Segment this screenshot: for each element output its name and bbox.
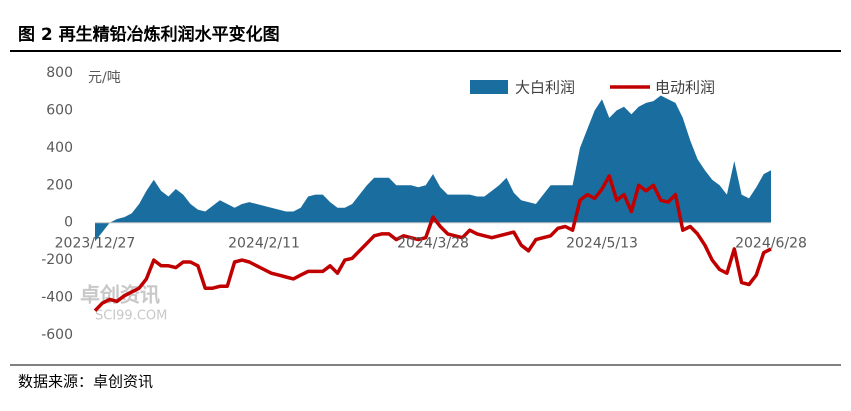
x-tick-label: 2024/2/11	[228, 236, 300, 252]
y-tick-label: -400	[41, 290, 73, 306]
x-tick-label: 2023/12/27	[55, 236, 136, 252]
watermark-site: SCI99.COM	[95, 309, 167, 324]
x-tick-label: 2024/6/28	[735, 236, 807, 252]
y-tick-label: 200	[46, 177, 73, 193]
line	[93, 174, 772, 312]
watermark: 卓创资讯	[80, 283, 160, 307]
page-title: 图 2 再生精铅冶炼利润水平变化图	[18, 24, 280, 45]
y-tick-label: 0	[64, 215, 73, 231]
y-tick-label: 600	[46, 102, 73, 118]
y-tick-label: -600	[41, 327, 73, 343]
legend-swatch	[470, 80, 508, 94]
x-tick-label: 2024/3/28	[397, 236, 469, 252]
area	[95, 95, 771, 242]
y-tick-label: 800	[46, 65, 73, 81]
y-tick-label: -200	[41, 252, 73, 268]
y-tick-label: 400	[46, 140, 73, 156]
legend-label: 电动利润	[655, 79, 715, 97]
legend-label: 大白利润	[515, 79, 575, 97]
x-tick-label: 2024/5/13	[566, 236, 638, 252]
source: 数据来源：卓创资讯	[18, 373, 153, 391]
y-axis-label: 元/吨	[88, 70, 121, 86]
